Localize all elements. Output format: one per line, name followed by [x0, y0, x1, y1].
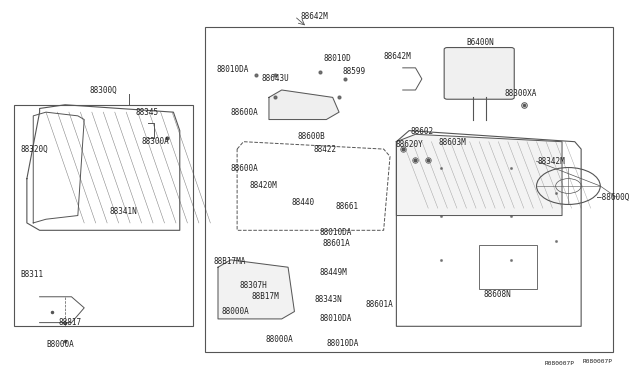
Text: 88010DA: 88010DA [326, 339, 358, 348]
Text: R080007P: R080007P [583, 359, 613, 364]
Text: 88420M: 88420M [250, 182, 278, 190]
Text: 88422: 88422 [314, 145, 337, 154]
Text: 88000A: 88000A [222, 307, 250, 316]
Text: 88010DA: 88010DA [320, 314, 352, 323]
Text: 88000A: 88000A [266, 335, 294, 344]
Text: 88342M: 88342M [538, 157, 566, 166]
Text: 88449M: 88449M [320, 268, 348, 277]
Text: 88661: 88661 [336, 202, 359, 211]
Polygon shape [396, 134, 562, 215]
Text: 88010DA: 88010DA [217, 65, 249, 74]
Text: 88341N: 88341N [109, 207, 138, 217]
Text: 88642M: 88642M [383, 52, 412, 61]
Text: 88010D: 88010D [323, 54, 351, 63]
Text: 88601A: 88601A [323, 239, 350, 248]
Text: 88345: 88345 [135, 108, 158, 117]
Text: B8311: B8311 [20, 270, 44, 279]
Text: 88600B: 88600B [298, 132, 325, 141]
Bar [205, 27, 613, 352]
Text: 88320Q: 88320Q [20, 145, 48, 154]
Text: 88603M: 88603M [438, 138, 466, 147]
Text: 88300A: 88300A [141, 137, 170, 146]
Text: 88602: 88602 [410, 127, 433, 136]
Text: 88599: 88599 [342, 67, 365, 76]
Text: 88600A: 88600A [231, 108, 259, 117]
Text: 88440: 88440 [291, 198, 314, 207]
Text: B6400N: B6400N [467, 38, 494, 46]
Polygon shape [269, 90, 339, 119]
Bar [14, 105, 193, 326]
Text: 88B17M: 88B17M [252, 292, 280, 301]
Text: 88010DA: 88010DA [320, 228, 352, 237]
Text: B8000A: B8000A [46, 340, 74, 349]
Bar [479, 245, 536, 289]
Text: 88643U: 88643U [261, 74, 289, 83]
Text: 88817: 88817 [59, 318, 82, 327]
Text: 88600A: 88600A [231, 164, 259, 173]
Text: 88608N: 88608N [483, 291, 511, 299]
Text: 88642M: 88642M [301, 12, 328, 21]
Text: 88B17MA: 88B17MA [214, 257, 246, 266]
Polygon shape [218, 260, 294, 319]
Text: 88343N: 88343N [315, 295, 342, 304]
Text: 88307H: 88307H [239, 281, 267, 290]
Text: R080007P: R080007P [545, 361, 575, 366]
Text: 88620Y: 88620Y [395, 140, 423, 149]
Text: 88300Q: 88300Q [90, 86, 117, 94]
Text: —88600Q: —88600Q [597, 193, 630, 202]
Text: 88601A: 88601A [366, 300, 394, 310]
FancyBboxPatch shape [444, 48, 515, 99]
Text: 88300XA: 88300XA [505, 89, 537, 98]
